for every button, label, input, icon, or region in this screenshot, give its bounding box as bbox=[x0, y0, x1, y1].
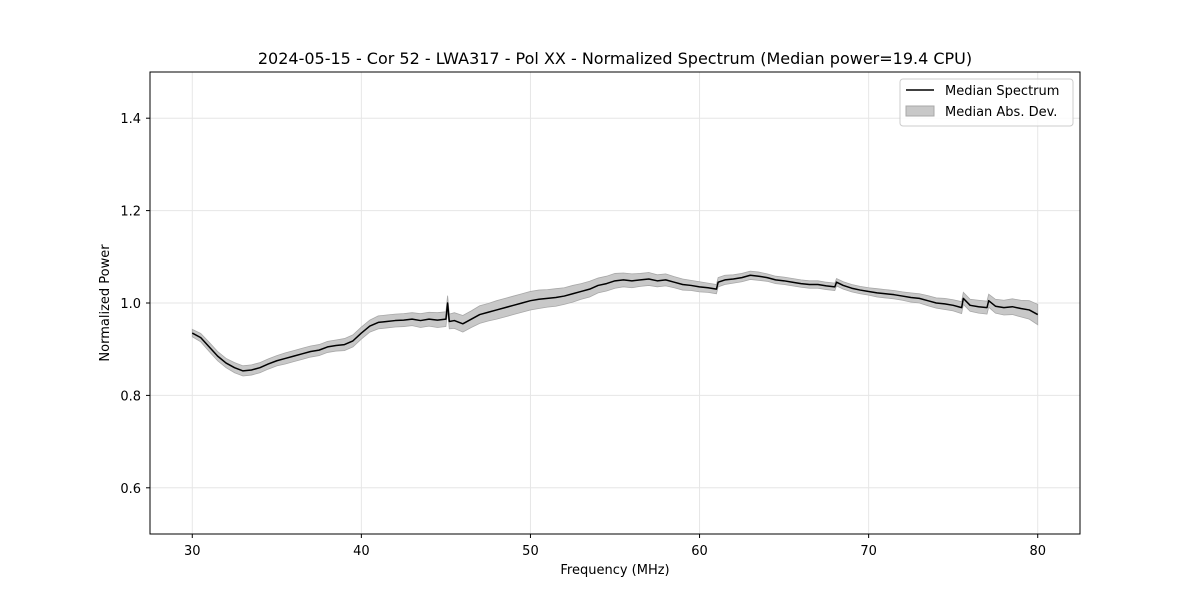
x-tick-label: 80 bbox=[1029, 544, 1046, 559]
legend-band-swatch bbox=[905, 105, 935, 117]
chart-title: 2024-05-15 - Cor 52 - LWA317 - Pol XX - … bbox=[258, 49, 972, 68]
x-tick-label: 70 bbox=[860, 544, 877, 559]
legend: Median Spectrum Median Abs. Dev. bbox=[899, 78, 1074, 127]
median-line-layer bbox=[191, 274, 1039, 372]
y-tick-label: 1.0 bbox=[120, 297, 141, 312]
y-tick-label: 1.4 bbox=[120, 112, 141, 127]
legend-entry-mad: Median Abs. Dev. bbox=[945, 105, 1057, 120]
y-tick-label: 0.6 bbox=[120, 482, 141, 497]
mad-band-layer bbox=[191, 270, 1039, 377]
x-tick-label: 40 bbox=[353, 544, 370, 559]
x-tick-label: 50 bbox=[522, 544, 539, 559]
median-abs-dev-band bbox=[191, 270, 1039, 377]
y-axis-label: Normalized Power bbox=[98, 244, 113, 362]
y-tick-label: 0.8 bbox=[120, 389, 141, 404]
legend-entry-median: Median Spectrum bbox=[945, 84, 1059, 99]
y-axis-ticks: 0.6 0.8 1.0 1.2 1.4 bbox=[120, 112, 150, 497]
x-axis-label: Frequency (MHz) bbox=[560, 563, 669, 578]
x-tick-label: 60 bbox=[691, 544, 708, 559]
x-axis-ticks: 30 40 50 60 70 80 bbox=[184, 534, 1046, 559]
y-tick-label: 1.2 bbox=[120, 205, 141, 220]
x-tick-label: 30 bbox=[184, 544, 201, 559]
median-spectrum-line bbox=[191, 274, 1039, 372]
legend-box bbox=[899, 78, 1074, 127]
